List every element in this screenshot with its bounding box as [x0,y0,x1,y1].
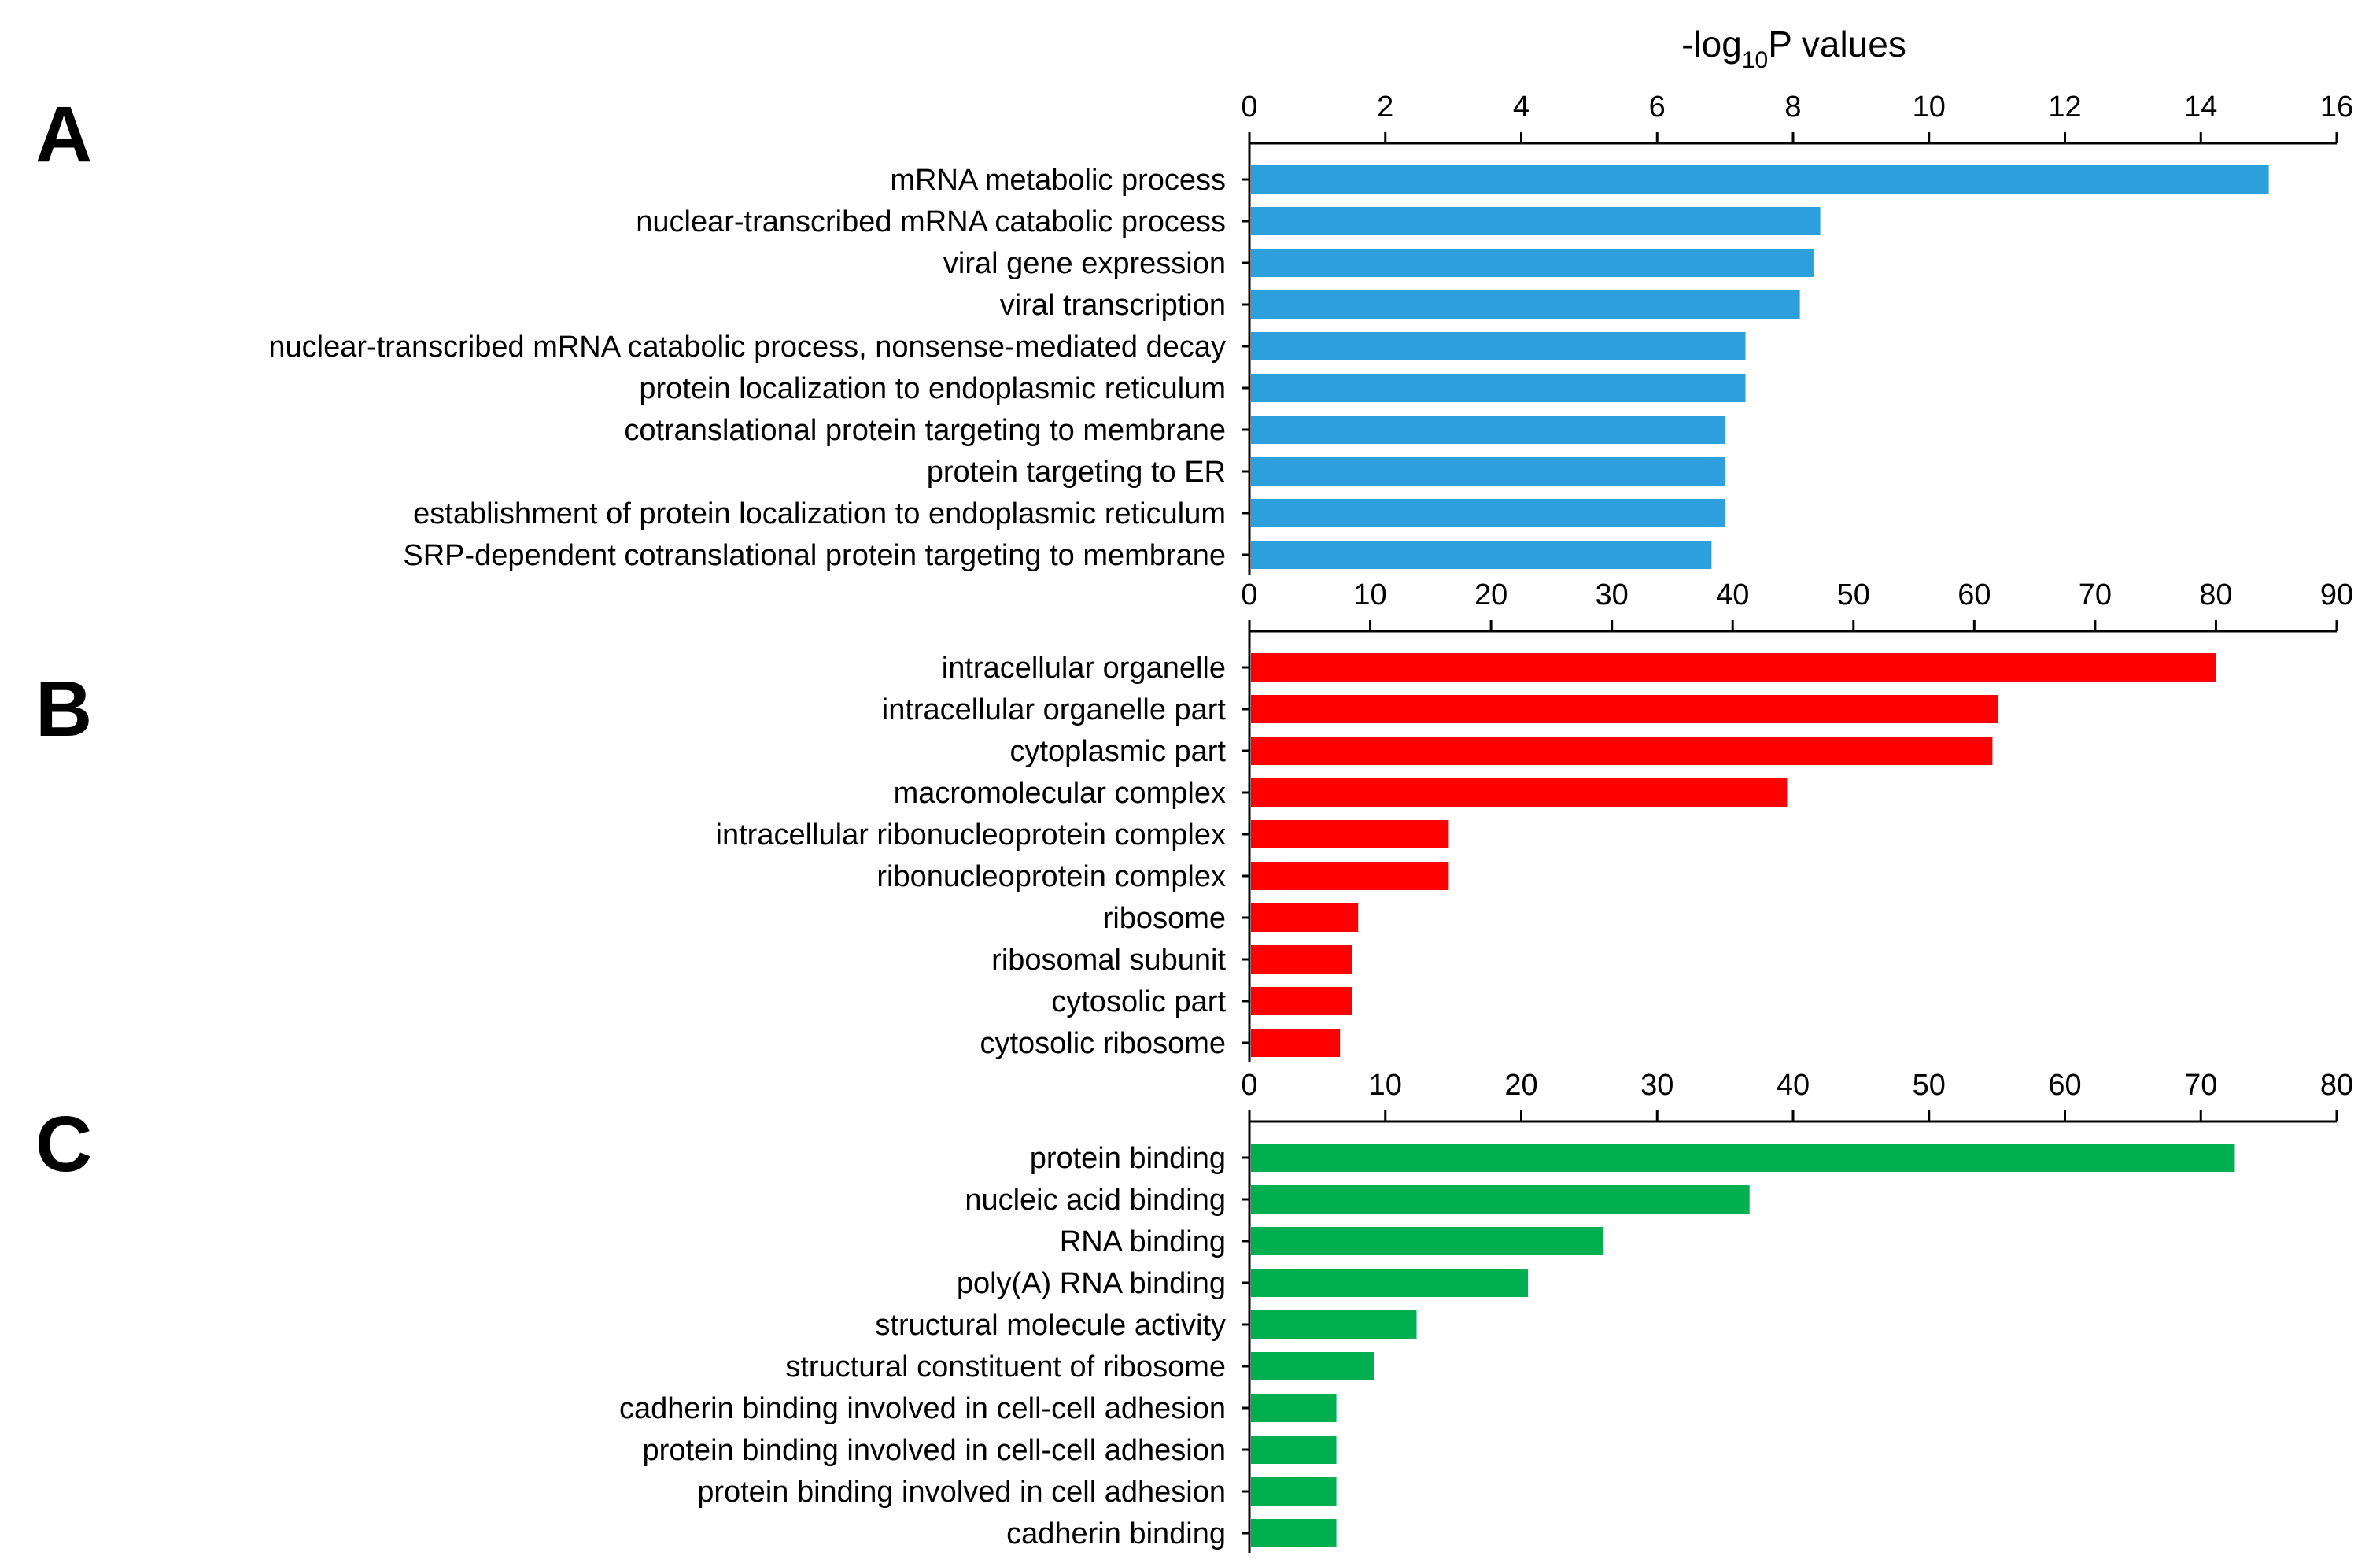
bar [1251,820,1449,848]
x-tick-label: 50 [1913,1069,1946,1102]
x-tick-label: 12 [2048,91,2081,124]
bar [1251,1185,1750,1214]
category-label: structural molecule activity [875,1309,1226,1342]
x-tick-label: 80 [2199,578,2232,612]
x-tick-label: 20 [1474,578,1507,612]
bar [1251,862,1449,890]
x-tick-label: 60 [1958,578,1991,612]
category-label: protein binding [1030,1142,1226,1175]
category-label: cytosolic ribosome [980,1027,1226,1060]
bar [1251,945,1352,974]
bar [1251,1144,2235,1172]
bar [1251,332,1746,360]
x-tick-label: 8 [1784,91,1801,124]
bar [1251,987,1352,1015]
x-tick-label: 6 [1649,91,1666,124]
bar [1251,249,1814,277]
x-tick-label: 10 [1369,1069,1402,1102]
bar [1251,207,1821,235]
category-label: cytoplasmic part [1009,735,1226,768]
x-tick-label: 16 [2320,91,2353,124]
category-label: ribonucleoprotein complex [876,860,1226,893]
x-tick-label: 40 [1777,1069,1810,1102]
bar [1251,653,2216,682]
bar [1251,737,1993,765]
x-tick-label: 40 [1716,578,1749,612]
category-label: protein targeting to ER [927,456,1226,489]
x-tick-label: 0 [1241,91,1257,124]
category-label: nuclear-transcribed mRNA catabolic proce… [268,331,1226,364]
x-tick-label: 70 [2184,1069,2217,1102]
bar [1251,165,2269,194]
x-tick-label: 90 [2320,578,2353,612]
category-label: intracellular organelle [942,652,1226,685]
panel-label: A [35,91,92,179]
panel-label: C [35,1100,92,1188]
bar [1251,416,1725,444]
category-label: structural constituent of ribosome [785,1351,1226,1384]
category-label: ribosomal subunit [991,944,1226,977]
x-tick-label: 0 [1241,1069,1257,1102]
category-label: intracellular ribonucleoprotein complex [716,818,1226,852]
x-tick-label: 10 [1353,578,1386,612]
bar [1251,1394,1337,1422]
bar [1251,290,1800,319]
panel-a: A 0 2 4 6 8 10 12 14 16 mRNA metabolic process nucl… [35,91,2353,575]
x-tick-label: 4 [1513,91,1529,124]
bar [1251,1519,1337,1547]
category-label: cadherin binding involved in cell-cell a… [619,1392,1226,1425]
panel-c: C 0 10 20 30 40 50 60 70 80 protein binding nucleic… [35,1069,2353,1553]
category-label: mRNA metabolic process [890,164,1226,197]
bar [1251,1436,1337,1464]
bar [1251,541,1712,569]
category-label: establishment of protein localization to… [413,497,1226,530]
category-label: cotranslational protein targeting to mem… [624,414,1226,447]
panel-label: B [35,665,92,753]
category-label: protein binding involved in cell adhesio… [697,1476,1226,1509]
x-tick-label: 20 [1504,1069,1537,1102]
bar [1251,1310,1417,1339]
x-tick-label: 30 [1640,1069,1673,1102]
bar [1251,1227,1603,1255]
category-label: macromolecular complex [894,777,1226,810]
bar [1251,1352,1374,1380]
x-tick-label: 50 [1837,578,1870,612]
x-tick-label: 30 [1596,578,1629,612]
bar [1251,778,1788,807]
category-label: ribosome [1103,902,1226,935]
x-tick-label: 80 [2320,1069,2353,1102]
category-label: poly(A) RNA binding [957,1267,1226,1300]
x-tick-label: 0 [1241,578,1257,612]
bar [1251,903,1359,932]
category-label: nucleic acid binding [965,1184,1226,1217]
bar [1251,499,1725,527]
bar [1251,1029,1341,1057]
chart-title: -log10P values [1681,24,1906,73]
category-label: protein binding involved in cell-cell ad… [643,1434,1226,1467]
category-label: RNA binding [1060,1225,1226,1258]
category-label: viral gene expression [943,247,1226,280]
panel-b: B 0 10 20 30 40 50 60 70 80 90 intracellular organe… [35,578,2353,1062]
bar [1251,695,1999,723]
x-tick-label: 2 [1377,91,1393,124]
x-tick-label: 14 [2184,91,2217,124]
x-tick-label: 60 [2048,1069,2081,1102]
category-label: cadherin binding [1006,1517,1226,1550]
bar [1251,1269,1529,1297]
bar [1251,1477,1337,1506]
x-tick-label: 70 [2079,578,2112,612]
category-label: intracellular organelle part [882,693,1227,726]
category-label: cytosolic part [1051,985,1226,1018]
category-label: nuclear-transcribed mRNA catabolic proce… [636,205,1226,238]
x-tick-label: 10 [1913,91,1946,124]
category-label: protein localization to endoplasmic reti… [639,372,1226,405]
bar [1251,457,1725,486]
category-label: SRP-dependent cotranslational protein ta… [403,539,1226,572]
bar [1251,374,1746,402]
category-label: viral transcription [1000,289,1226,322]
